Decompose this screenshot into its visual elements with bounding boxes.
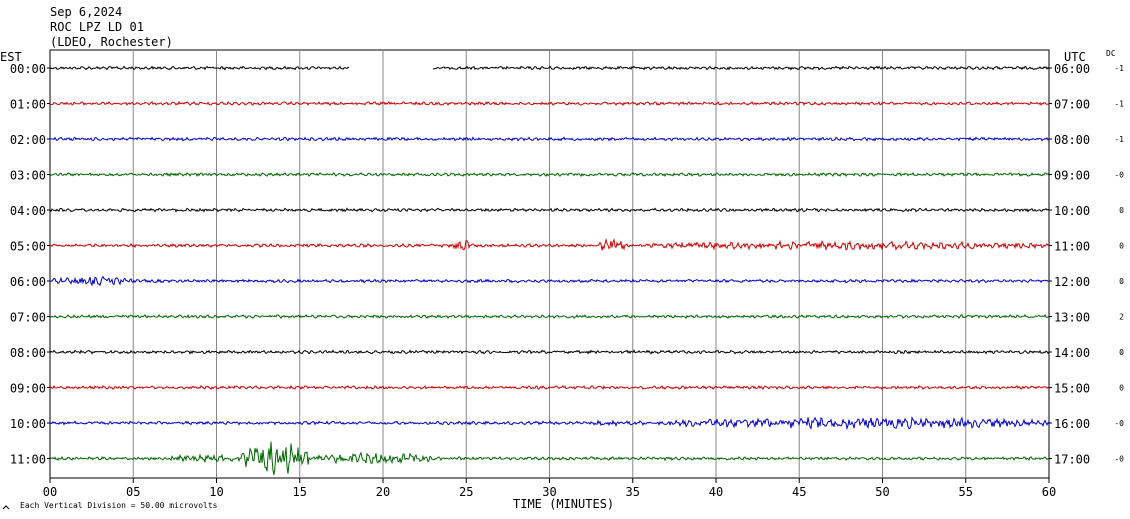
utc-label-15:00: 15:00 <box>1054 382 1090 396</box>
utc-label-17:00: 17:00 <box>1054 453 1090 467</box>
x-tick-label-45: 45 <box>792 485 806 499</box>
utc-label-14:00: 14:00 <box>1054 346 1090 360</box>
x-tick-label-30: 30 <box>542 485 556 499</box>
trace-11:00 <box>49 441 1050 475</box>
est-label-11:00: 11:00 <box>10 453 46 467</box>
utc-label-09:00: 09:00 <box>1054 169 1090 183</box>
utc-label-06:00: 06:00 <box>1054 62 1090 76</box>
dc-value-03:00: -0 <box>1114 171 1124 180</box>
footer-icon <box>2 505 10 510</box>
vertical-division-note: Each Vertical Division = 50.00 microvolt… <box>20 501 218 510</box>
utc-label-13:00: 13:00 <box>1054 311 1090 325</box>
time-gridlines <box>49 49 1050 479</box>
x-tick-label-15: 15 <box>293 485 307 499</box>
x-tick-label-10: 10 <box>209 485 223 499</box>
dc-value-02:00: -1 <box>1114 135 1124 144</box>
x-tick-label-60: 60 <box>1042 485 1056 499</box>
network-name: (LDEO, Rochester) <box>50 35 173 49</box>
x-tick-label-25: 25 <box>459 485 473 499</box>
est-label-00:00: 00:00 <box>10 62 46 76</box>
est-label-01:00: 01:00 <box>10 98 46 112</box>
dc-value-09:00: 0 <box>1119 384 1124 393</box>
trace-03:00 <box>49 172 1050 178</box>
trace-10:00 <box>49 416 1050 431</box>
utc-label-07:00: 07:00 <box>1054 98 1090 112</box>
x-tick-label-50: 50 <box>875 485 889 499</box>
utc-label-12:00: 12:00 <box>1054 275 1090 289</box>
hour-labels: 00:00 06:00 -1 01:00 07:00 -1 02:00 08:00 -1 03:0… <box>10 62 1124 467</box>
chart-date: Sep 6,2024 <box>50 5 122 19</box>
x-tick-label-55: 55 <box>959 485 973 499</box>
dc-value-11:00: -0 <box>1114 455 1124 464</box>
dc-value-06:00: 0 <box>1119 277 1124 286</box>
utc-label-08:00: 08:00 <box>1054 133 1090 147</box>
dc-value-07:00: 2 <box>1119 313 1124 322</box>
trace-02:00 <box>50 136 1050 142</box>
trace-07:00 <box>49 313 1050 320</box>
trace-05:00 <box>49 237 1050 252</box>
trace-09:00 <box>49 384 1050 390</box>
trace-00:00 <box>49 65 1050 71</box>
est-label-09:00: 09:00 <box>10 382 46 396</box>
x-axis-ticks: 00 05 10 15 20 25 30 35 40 45 50 55 60 <box>43 478 1056 499</box>
x-axis-title: TIME (MINUTES) <box>513 497 614 511</box>
utc-label-16:00: 16:00 <box>1054 417 1090 431</box>
dc-value-08:00: 0 <box>1119 348 1124 357</box>
est-label-10:00: 10:00 <box>10 417 46 431</box>
x-tick-label-05: 05 <box>126 485 140 499</box>
dc-value-05:00: 0 <box>1119 242 1124 251</box>
est-label-04:00: 04:00 <box>10 204 46 218</box>
x-tick-label-35: 35 <box>626 485 640 499</box>
trace-01:00 <box>49 100 1050 107</box>
dc-value-10:00: -0 <box>1114 419 1124 428</box>
left-timezone-label: EST <box>0 50 22 64</box>
trace-08:00 <box>49 349 1050 355</box>
dc-value-04:00: 0 <box>1119 206 1124 215</box>
utc-label-11:00: 11:00 <box>1054 240 1090 254</box>
est-label-02:00: 02:00 <box>10 133 46 147</box>
est-label-03:00: 03:00 <box>10 169 46 183</box>
dc-value-01:00: -1 <box>1114 100 1124 109</box>
station-code: ROC LPZ LD 01 <box>50 20 144 34</box>
est-label-08:00: 08:00 <box>10 346 46 360</box>
right-timezone-label: UTC <box>1064 50 1086 64</box>
x-tick-label-00: 00 <box>43 485 57 499</box>
est-label-05:00: 05:00 <box>10 240 46 254</box>
est-label-07:00: 07:00 <box>10 311 46 325</box>
x-tick-label-20: 20 <box>376 485 390 499</box>
trace-04:00 <box>49 207 1050 213</box>
est-label-06:00: 06:00 <box>10 275 46 289</box>
trace-06:00 <box>49 275 1049 287</box>
dc-label: DC <box>1106 49 1116 58</box>
utc-label-10:00: 10:00 <box>1054 204 1090 218</box>
dc-value-00:00: -1 <box>1114 64 1124 73</box>
x-tick-label-40: 40 <box>709 485 723 499</box>
seismic-traces <box>49 65 1050 475</box>
